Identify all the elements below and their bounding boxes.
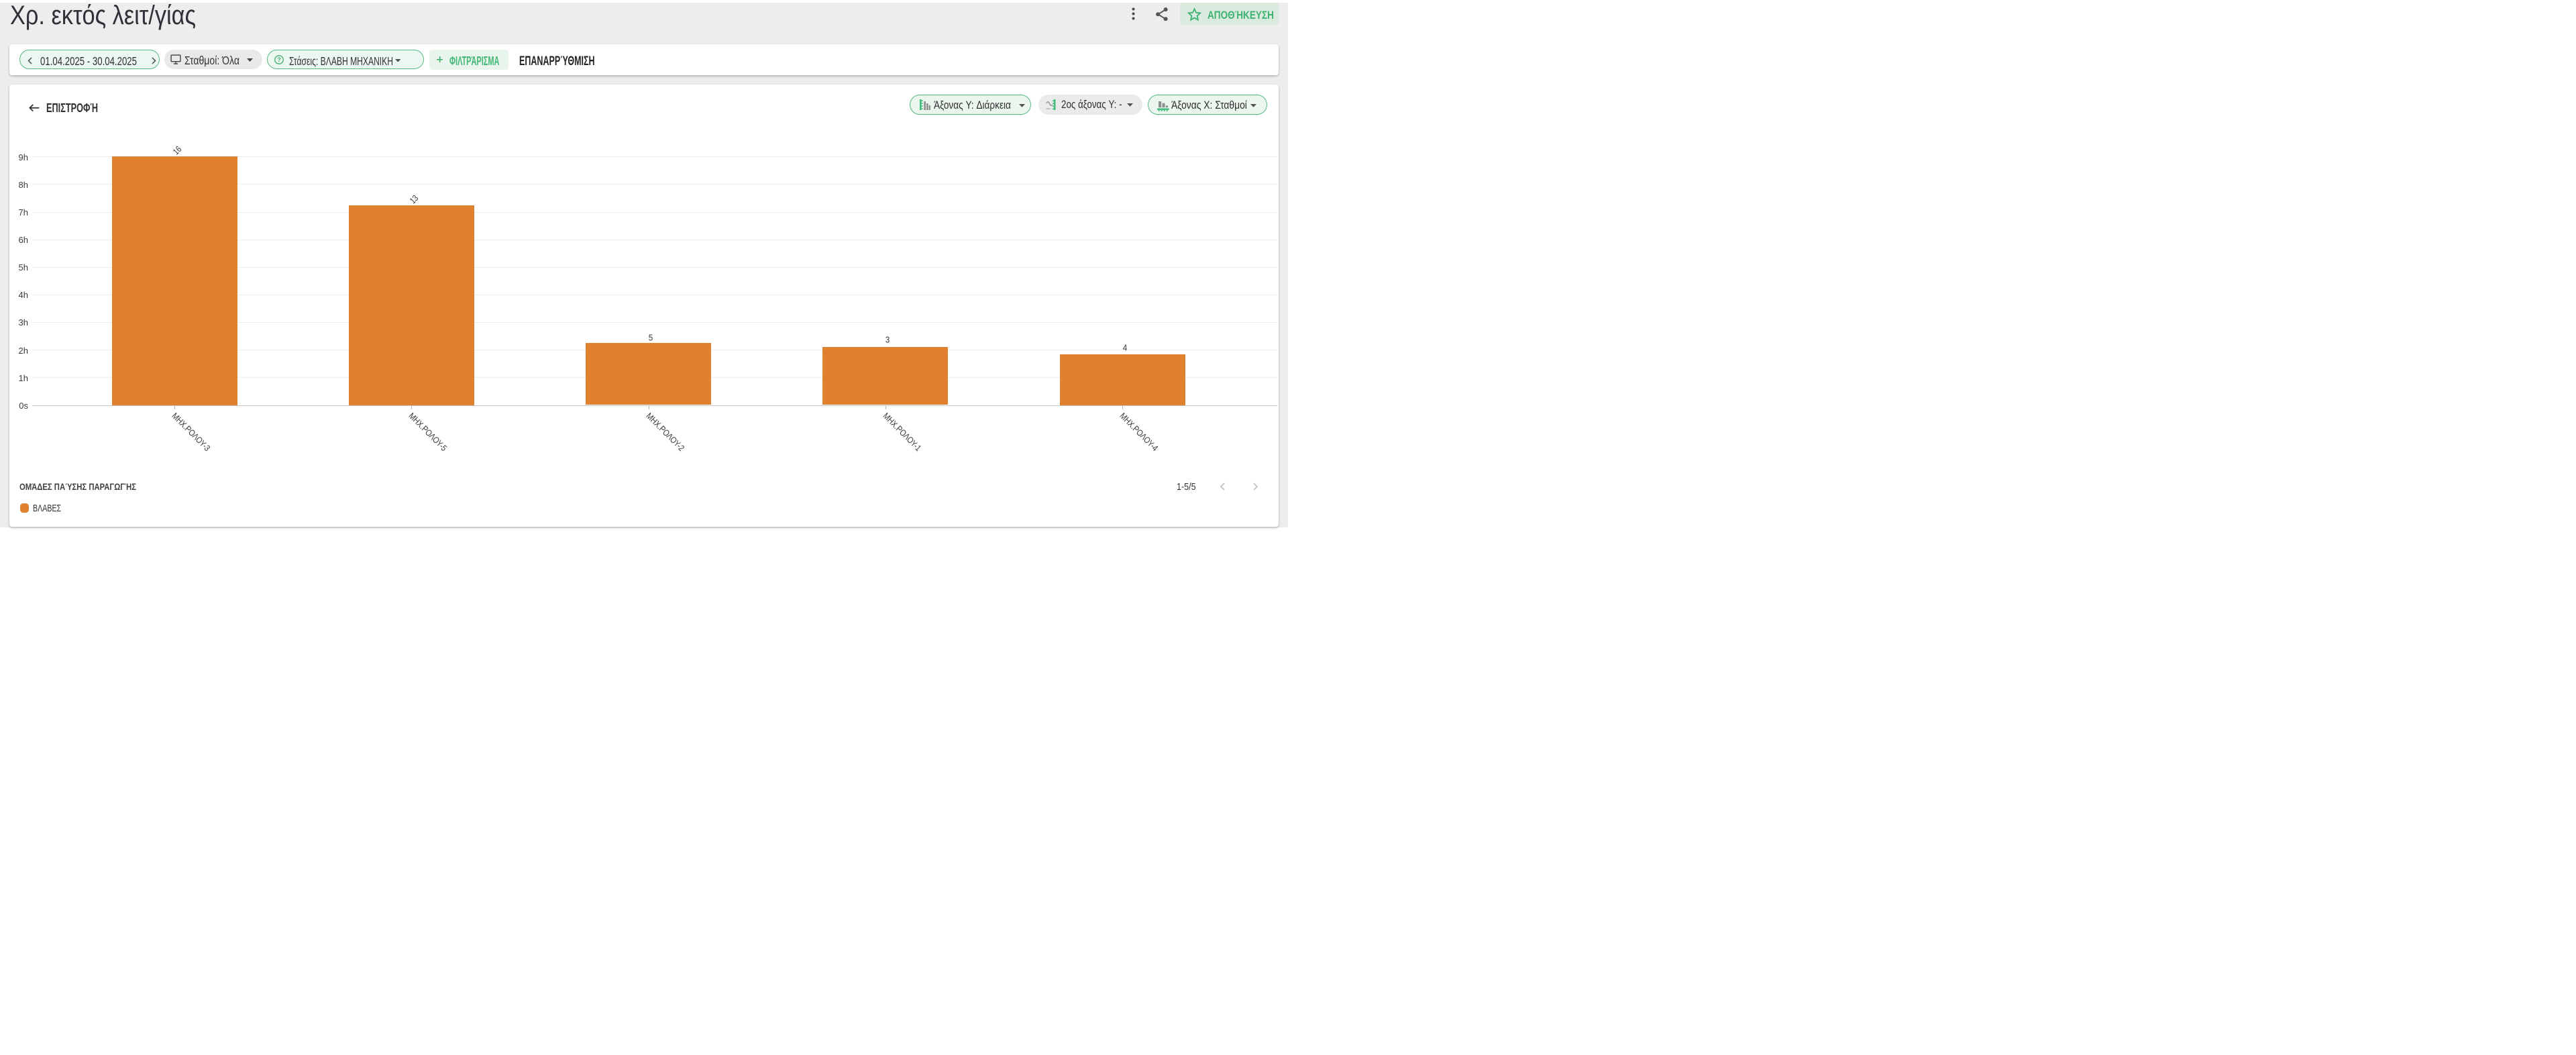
- svg-text:?: ?: [277, 56, 281, 63]
